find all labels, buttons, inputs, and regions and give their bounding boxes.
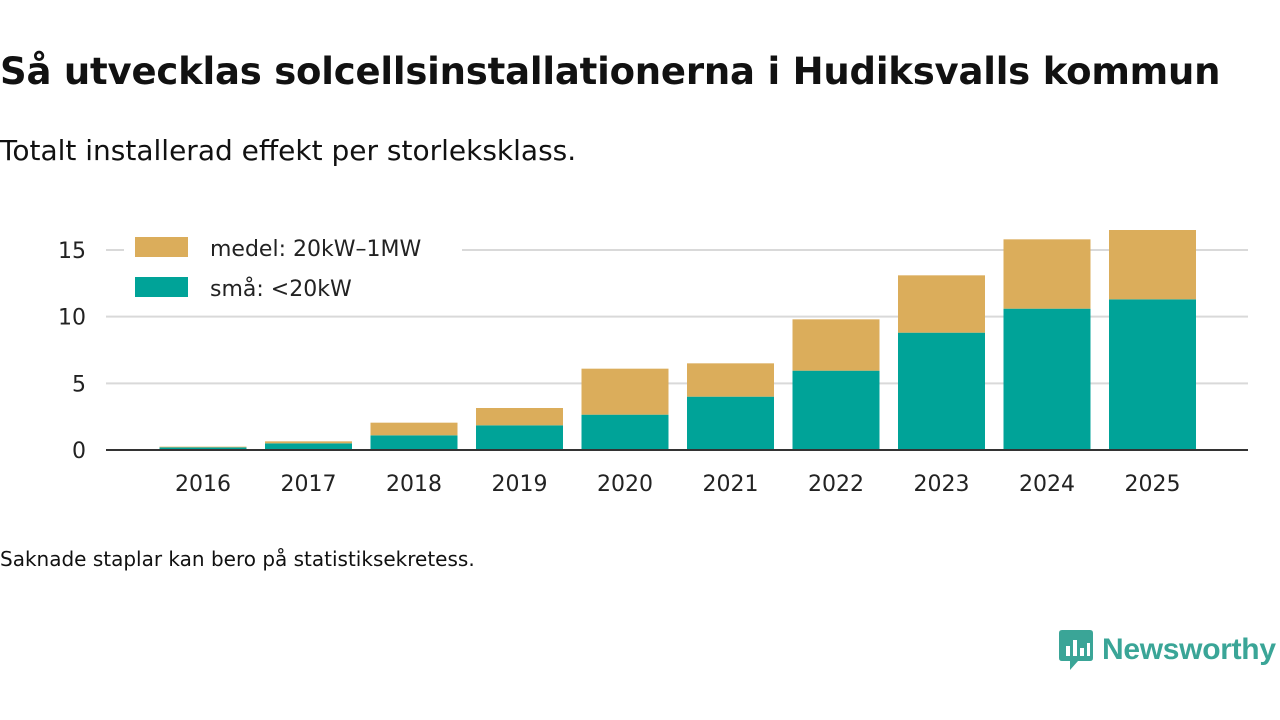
x-tick-label: 2022 <box>808 472 864 497</box>
bar-small-2016 <box>159 447 247 450</box>
brand-name: Newsworthy <box>1102 633 1276 666</box>
legend-label-small: små: <20kW <box>210 276 352 302</box>
bar-small-2021 <box>687 396 774 450</box>
y-tick-label: 10 <box>58 306 86 331</box>
legend-label-medium: medel: 20kW–1MW <box>210 237 421 262</box>
y-tick-label: 15 <box>58 239 86 264</box>
x-tick-label: 2021 <box>703 472 759 497</box>
x-tick-label: 2020 <box>597 472 653 497</box>
bar-medium-2025 <box>1109 230 1196 300</box>
legend-swatch-medium <box>135 237 188 257</box>
bar-small-2022 <box>792 370 880 450</box>
x-tick-label: 2024 <box>1019 472 1075 497</box>
axes: 0 5 10 15 2016 2017 2018 2019 2020 2021 2022 2023 20… <box>58 239 1248 497</box>
bar-medium-2022 <box>792 319 880 371</box>
legend-swatch-small <box>135 277 188 297</box>
bar-small-2024 <box>1003 308 1091 450</box>
chart-subtitle: Totalt installerad effekt per storlekskl… <box>0 134 577 167</box>
bar-medium-2024 <box>1003 239 1091 309</box>
y-tick-label: 0 <box>72 439 86 464</box>
x-tick-label: 2023 <box>914 472 970 497</box>
bar-small-2018 <box>370 435 458 450</box>
x-tick-label: 2016 <box>175 472 231 497</box>
bar-small-2025 <box>1109 299 1196 450</box>
footnote: Saknade staplar kan bero på statistiksek… <box>0 547 475 571</box>
x-tick-label: 2018 <box>386 472 442 497</box>
x-tick-label: 2017 <box>281 472 337 497</box>
y-tick-label: 5 <box>72 372 86 397</box>
bar-medium-2023 <box>898 275 985 333</box>
bar-medium-2020 <box>581 368 669 415</box>
bar-small-2023 <box>898 332 985 450</box>
chart-title: Så utvecklas solcellsinstallationerna i … <box>0 50 1221 93</box>
legend: medel: 20kW–1MW små: <20kW <box>124 229 462 307</box>
bar-medium-2019 <box>476 408 563 426</box>
newsworthy-icon <box>1059 630 1093 670</box>
bar-medium-2018 <box>370 422 458 436</box>
bar-medium-2017 <box>265 441 352 444</box>
bar-small-2019 <box>476 425 563 450</box>
brand-logo[interactable]: Newsworthy <box>1058 628 1276 672</box>
bar-small-2020 <box>581 414 669 450</box>
bar-medium-2021 <box>687 363 774 397</box>
bars <box>159 230 1196 450</box>
x-tick-label: 2019 <box>492 472 548 497</box>
bar-small-2017 <box>265 443 352 450</box>
bar-medium-2016 <box>159 446 247 448</box>
x-tick-label: 2025 <box>1125 472 1181 497</box>
